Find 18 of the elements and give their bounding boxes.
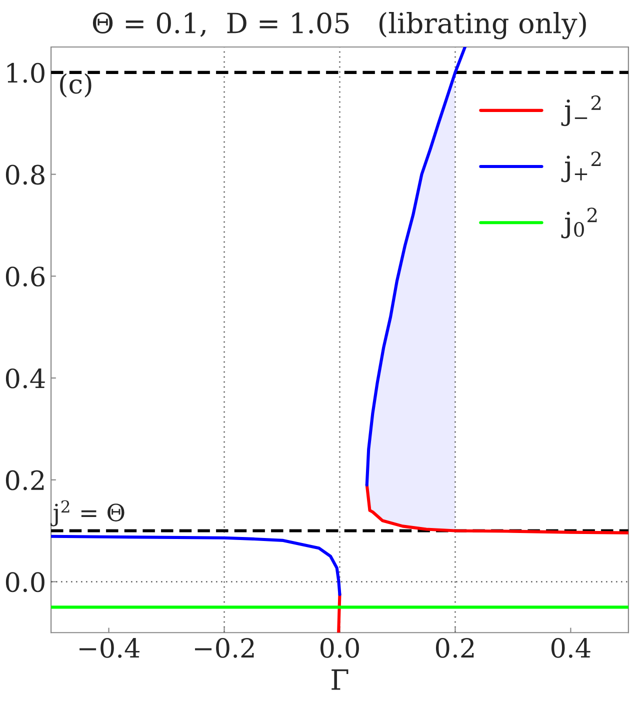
y-tick-label: 0.2 [6,470,44,490]
x-tick-label: −0.4 [80,638,140,658]
y-tick-label: 0.0 [6,572,44,592]
x-tick-label: 0.2 [436,638,474,658]
x-tick-label: −0.2 [195,638,254,658]
x-axis-title: Γ [332,669,348,690]
chart-title: Θ = 0.1, D = 1.05 (librating only) [92,12,586,40]
x-tick-label: 0.4 [551,638,590,658]
legend-label: j$_{+}$$^{2}$ [561,152,601,182]
y-tick-label: 0.6 [6,266,45,287]
y-tick-label: 1.0 [7,62,44,83]
x-tick-label: 0.0 [320,638,359,658]
y-tick-label: 0.8 [6,164,44,185]
ref-line-label: j$^{2}$ = Θ [50,500,124,526]
y-tick-label: 0.4 [6,368,45,388]
legend-label: j$_{0}$$^{2}$ [561,208,597,238]
annotation: (c) [60,73,92,98]
legend-label: j$_{−}$$^{2}$ [561,95,601,126]
